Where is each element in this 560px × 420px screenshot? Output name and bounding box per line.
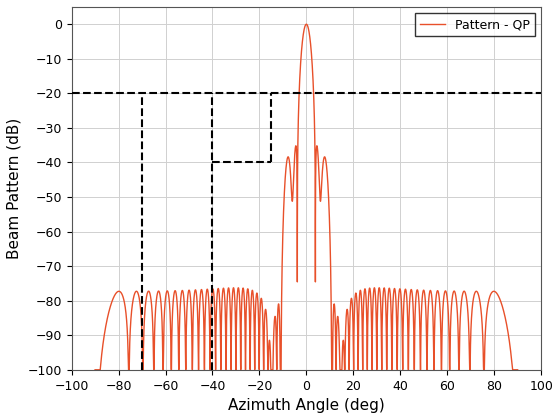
- Pattern - QP: [197, 292, 204, 297]
- X-axis label: Azimuth Angle (deg): Azimuth Angle (deg): [228, 398, 385, 413]
- Pattern - QP: [394, 323, 401, 328]
- Pattern - QP: [514, 367, 521, 372]
- Legend: Pattern - QP: Pattern - QP: [415, 13, 535, 36]
- Pattern - QP: [363, 303, 370, 308]
- Y-axis label: Beam Pattern (dB): Beam Pattern (dB): [7, 118, 22, 259]
- Pattern - QP: [303, 22, 310, 27]
- Pattern - QP: [487, 293, 493, 298]
- Pattern - QP: [92, 367, 99, 372]
- Pattern - QP: [292, 150, 298, 155]
- Line: Pattern - QP: Pattern - QP: [95, 24, 517, 370]
- Pattern - QP: [347, 301, 354, 306]
